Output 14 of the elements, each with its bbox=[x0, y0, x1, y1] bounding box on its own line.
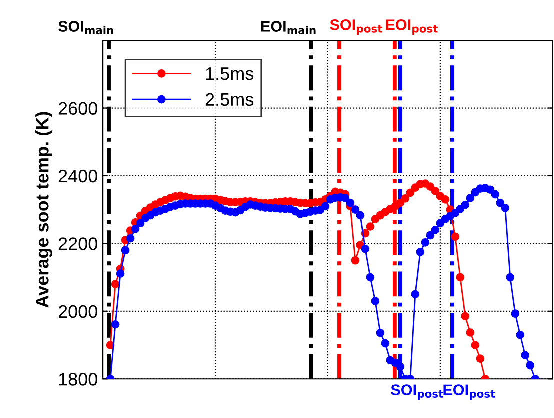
y-axis-title: Average soot temp. (K) bbox=[36, 112, 52, 308]
text: SOI$_{main}$ bbox=[58, 21, 114, 34]
text: SOI$_{post}$ bbox=[330, 20, 382, 35]
y-tick-label: 2000 bbox=[58, 305, 98, 318]
text: SOI$_{post}$ bbox=[391, 384, 444, 400]
y-tick-label: 2400 bbox=[58, 170, 98, 183]
text: EOI$_{post}$ bbox=[444, 384, 496, 400]
y-tick-label: 2600 bbox=[58, 102, 98, 115]
legend-label: 1.5ms bbox=[206, 68, 254, 80]
text: EOI$_{post}$ bbox=[386, 20, 438, 35]
legend-label: 2.5ms bbox=[206, 93, 254, 106]
y-tick-label: 1800 bbox=[59, 373, 98, 386]
y-tick-label: 2200 bbox=[58, 238, 98, 250]
text: EOI$_{main}$ bbox=[262, 21, 316, 34]
